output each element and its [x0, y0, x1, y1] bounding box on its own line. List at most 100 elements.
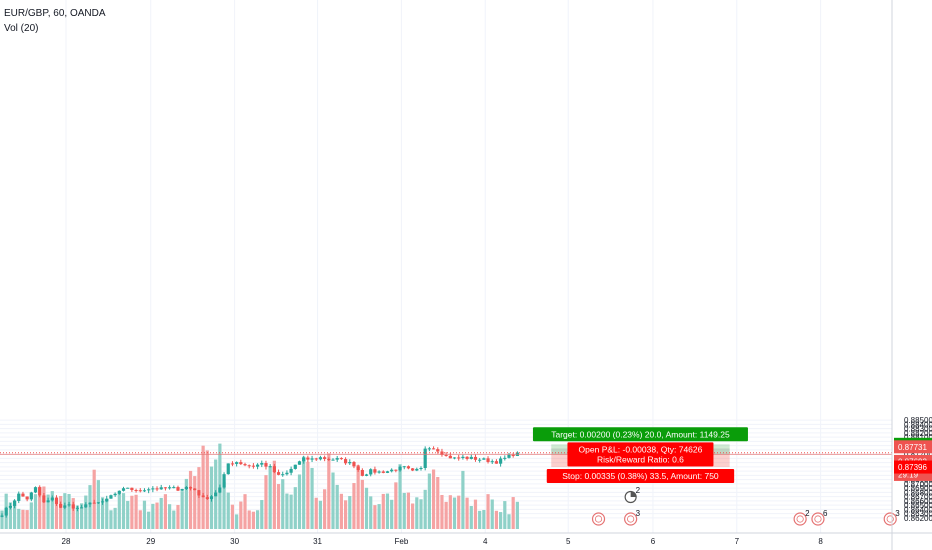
volume-bar	[276, 484, 281, 529]
candle-body	[482, 458, 486, 460]
candle-body	[54, 497, 59, 504]
candle-body	[352, 462, 356, 467]
volume-bar	[310, 467, 314, 529]
candle-body	[142, 490, 147, 492]
candle-body	[4, 507, 8, 516]
candle-body	[339, 458, 343, 460]
volume-bar	[339, 493, 343, 529]
volume-bar	[415, 497, 419, 529]
candle-body	[473, 456, 478, 460]
candle-body	[172, 487, 176, 489]
candle-body	[214, 492, 218, 497]
candle-body	[335, 458, 339, 460]
volume-indicator-label[interactable]: Vol (20)	[4, 23, 39, 34]
event-marker	[883, 512, 897, 526]
candle-body	[419, 468, 423, 470]
last-price-tag: 0.87731	[898, 443, 927, 452]
candle-body	[193, 488, 197, 491]
volume-bar	[117, 493, 121, 529]
volume-bar	[25, 510, 29, 529]
volume-bar	[507, 514, 511, 529]
candle-body	[197, 490, 201, 496]
candle-body	[465, 456, 469, 459]
volume-bar	[172, 510, 176, 529]
candle-body	[218, 487, 222, 493]
candle-body	[314, 458, 318, 460]
volume-bar	[71, 498, 75, 529]
volume-bar	[411, 503, 415, 529]
price-tick: 0.86300	[904, 510, 932, 519]
price-tick: 0.86900	[904, 484, 932, 493]
candle-body	[163, 487, 168, 489]
candle-body	[402, 466, 406, 468]
volume-bar	[494, 510, 499, 529]
candle-body	[398, 466, 402, 471]
volume-bar	[381, 493, 385, 529]
volume-bar	[436, 477, 440, 529]
volume-bar	[113, 507, 117, 529]
volume-bar	[264, 475, 268, 529]
volume-bar	[423, 489, 427, 529]
volume-bar	[21, 509, 25, 529]
volume-bars	[0, 443, 519, 529]
candle-body	[80, 507, 84, 509]
event-marker-inner	[627, 515, 635, 523]
event-markers[interactable]: 3 2 2 6 3	[591, 486, 901, 526]
candle-body	[0, 515, 4, 517]
volume-bar	[42, 486, 46, 529]
candle-body	[109, 495, 113, 499]
candle-body	[8, 505, 12, 508]
candle-body	[88, 502, 92, 505]
volume-bar	[33, 494, 38, 529]
candle-body	[176, 487, 180, 491]
candle-body	[281, 474, 285, 476]
volume-bar	[251, 511, 255, 529]
candle-body	[180, 488, 184, 491]
candle-body	[348, 462, 352, 464]
candle-body	[205, 497, 209, 499]
candle-body	[71, 504, 75, 509]
volume-bar	[318, 500, 323, 529]
volume-bar	[155, 502, 159, 529]
volume-bar	[201, 445, 205, 529]
volume-bar	[147, 511, 151, 529]
candle-body	[297, 461, 302, 465]
candle-body	[117, 490, 121, 494]
candle-body	[63, 505, 67, 508]
volume-bar	[134, 494, 138, 529]
volume-bar	[331, 472, 335, 529]
volume-bar	[323, 489, 327, 529]
time-tick: 4	[483, 537, 488, 546]
time-tick: 7	[735, 537, 740, 546]
volume-bar	[285, 493, 289, 529]
price-tick: 0.86500	[904, 501, 932, 510]
volume-bar	[390, 499, 394, 529]
candle-body	[151, 488, 155, 490]
candle-body	[38, 487, 42, 496]
volume-bar	[356, 465, 360, 529]
volume-bar	[503, 501, 507, 529]
candle-body	[138, 490, 142, 492]
price-tick: 0.88400	[904, 420, 932, 429]
time-axis[interactable]: 28 29 30 31 Feb 4 5 6 7 8	[0, 532, 932, 546]
candle-body	[499, 458, 503, 464]
symbol-title[interactable]: EUR/GBP, 60, OANDA	[4, 8, 106, 19]
candlesticks[interactable]	[0, 446, 519, 518]
volume-bar	[402, 492, 406, 529]
volume-bar	[260, 500, 264, 529]
candle-body	[17, 493, 21, 501]
price-axis[interactable]: 0.862000.863000.864000.865000.866000.867…	[891, 0, 932, 550]
candle-body	[302, 457, 306, 462]
candle-body	[243, 464, 247, 466]
risk-reward-label: Risk/Reward Ratio: 0.6	[597, 454, 684, 464]
candle-body	[96, 502, 100, 504]
candle-body	[411, 468, 415, 471]
volume-bar	[373, 505, 377, 529]
volume-bar	[394, 482, 398, 529]
price-tick: 0.86600	[904, 497, 932, 506]
price-tick: 0.87000	[904, 480, 932, 489]
volume-bar	[427, 473, 431, 529]
volume-bar	[239, 501, 243, 529]
volume-bar	[440, 494, 444, 529]
